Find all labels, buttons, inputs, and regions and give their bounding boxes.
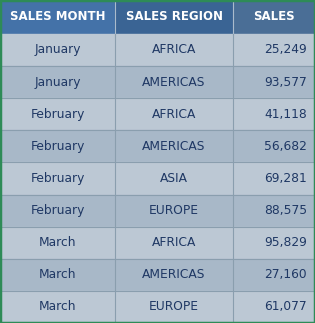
Bar <box>0 0 115 34</box>
Bar <box>0 162 315 194</box>
Bar <box>0 194 315 227</box>
Text: March: March <box>39 236 76 249</box>
Bar <box>0 130 315 162</box>
Text: 93,577: 93,577 <box>264 76 307 89</box>
Text: 61,077: 61,077 <box>265 300 307 313</box>
Bar <box>0 291 315 323</box>
Bar <box>0 98 315 130</box>
Text: January: January <box>34 76 81 89</box>
Bar <box>0 34 315 66</box>
Text: February: February <box>30 172 85 185</box>
Text: EUROPE: EUROPE <box>149 204 199 217</box>
Text: AFRICA: AFRICA <box>152 108 196 121</box>
Text: January: January <box>34 44 81 57</box>
Text: 88,575: 88,575 <box>264 204 307 217</box>
Bar <box>0 227 315 259</box>
Text: AMERICAS: AMERICAS <box>142 76 206 89</box>
Text: February: February <box>30 204 85 217</box>
Text: 56,682: 56,682 <box>264 140 307 153</box>
Text: AMERICAS: AMERICAS <box>142 268 206 281</box>
Text: AMERICAS: AMERICAS <box>142 140 206 153</box>
Text: March: March <box>39 268 76 281</box>
Bar <box>233 0 315 34</box>
Text: EUROPE: EUROPE <box>149 300 199 313</box>
Bar <box>0 259 315 291</box>
Text: February: February <box>30 140 85 153</box>
Bar <box>0 66 315 98</box>
Text: March: March <box>39 300 76 313</box>
Text: February: February <box>30 108 85 121</box>
Text: SALES MONTH: SALES MONTH <box>10 10 105 24</box>
Bar <box>115 0 233 34</box>
Text: AFRICA: AFRICA <box>152 44 196 57</box>
Text: 95,829: 95,829 <box>264 236 307 249</box>
Text: 41,118: 41,118 <box>264 108 307 121</box>
Text: 27,160: 27,160 <box>265 268 307 281</box>
Text: ASIA: ASIA <box>160 172 188 185</box>
Text: 69,281: 69,281 <box>264 172 307 185</box>
Text: SALES: SALES <box>253 10 295 24</box>
Text: 25,249: 25,249 <box>264 44 307 57</box>
Text: SALES REGION: SALES REGION <box>126 10 222 24</box>
Text: AFRICA: AFRICA <box>152 236 196 249</box>
